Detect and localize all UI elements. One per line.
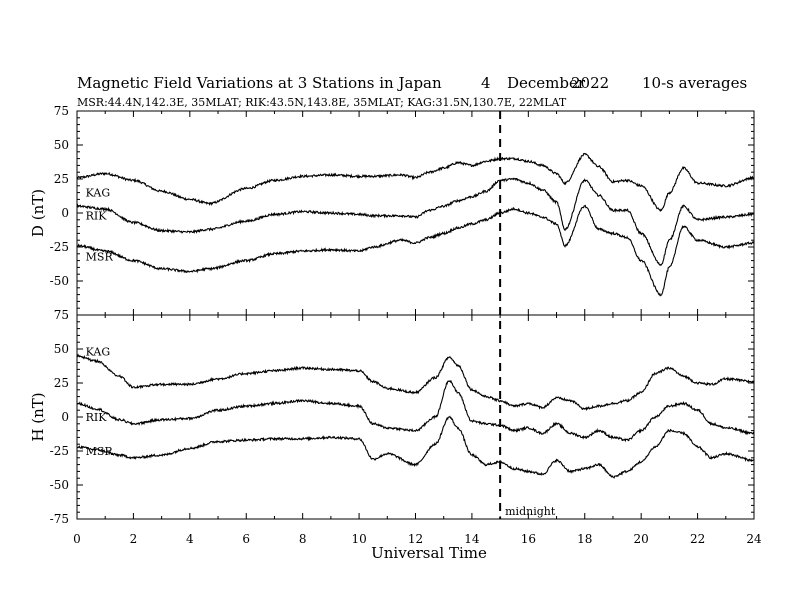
- y-tick-label-D: -50: [50, 274, 69, 288]
- y-tick-label-D: 75: [54, 104, 69, 118]
- x-tick-label: 22: [690, 532, 705, 546]
- y-tick-label-D: 50: [54, 138, 69, 152]
- x-tick-label: 16: [521, 532, 536, 546]
- panel-D: 75 50 25 0 -25 -50 D (nT) KAG RIK MSR: [29, 104, 755, 316]
- x-tick-label: 4: [186, 532, 194, 546]
- y-tick-label-D: 25: [54, 172, 69, 186]
- series-label-H-RIK: RIK: [86, 411, 108, 424]
- x-tick-label: 20: [634, 532, 649, 546]
- title-month: December: [507, 74, 586, 92]
- series-label-D-KAG: KAG: [86, 187, 111, 200]
- title-day: 4: [481, 74, 491, 92]
- series-H-RIK: [77, 379, 755, 443]
- y-tick-label-H: -50: [50, 478, 69, 492]
- midnight-label: midnight: [505, 505, 556, 518]
- x-tick-label: 10: [351, 532, 366, 546]
- y-tick-label-H: 50: [54, 342, 69, 356]
- chart-title: Magnetic Field Variations at 3 Stations …: [77, 74, 442, 92]
- x-tick-label: 12: [408, 532, 423, 546]
- y-tick-label-D: 0: [61, 206, 69, 220]
- station-info: MSR:44.4N,142.3E, 35MLAT; RIK:43.5N,143.…: [77, 96, 567, 109]
- x-axis: 0 2 4 6 8 10 12 14 16 18 20 22 24: [73, 532, 762, 546]
- panel-H: 75 50 25 0 -25 -50 -75 H (nT) KAG RIK MSR: [29, 308, 755, 526]
- x-tick-label: 6: [242, 532, 250, 546]
- title-averaging: 10-s averages: [642, 74, 747, 92]
- series-H-KAG: [76, 353, 755, 412]
- series-label-D-MSR: MSR: [86, 251, 114, 264]
- y-tick-label-D: -25: [50, 240, 69, 254]
- x-tick-label: 14: [464, 532, 480, 546]
- y-tick-label-H: 75: [54, 308, 69, 322]
- x-tick-label: 24: [746, 532, 762, 546]
- x-tick-label: 18: [577, 532, 592, 546]
- series-H-MSR: [76, 415, 754, 479]
- y-axis-label-D: D (nT): [29, 189, 47, 237]
- title-year: 2022: [571, 74, 609, 92]
- y-axis-label-H: H (nT): [29, 392, 47, 441]
- x-tick-label: 8: [299, 532, 307, 546]
- series-D-KAG: [76, 152, 755, 213]
- y-tick-label-H: 25: [54, 376, 69, 390]
- x-axis-label: Universal Time: [371, 544, 487, 562]
- series-label-H-KAG: KAG: [86, 346, 111, 359]
- x-tick-label: 0: [73, 532, 81, 546]
- series-D-MSR: [76, 204, 755, 297]
- y-tick-label-H: 0: [61, 410, 69, 424]
- series-label-D-RIK: RIK: [86, 210, 108, 223]
- panel-frame-H: [76, 314, 755, 520]
- panel-frame-D: [76, 110, 755, 316]
- y-tick-label-H: -25: [50, 444, 69, 458]
- series-D-RIK: [76, 177, 755, 267]
- series-label-H-MSR: MSR: [86, 445, 114, 458]
- x-tick-label: 2: [130, 532, 138, 546]
- y-tick-label-H: -75: [50, 512, 69, 526]
- panels: 75 50 25 0 -25 -50 D (nT) KAG RIK MSR 75 50 25 0 -25 -5…: [29, 104, 755, 526]
